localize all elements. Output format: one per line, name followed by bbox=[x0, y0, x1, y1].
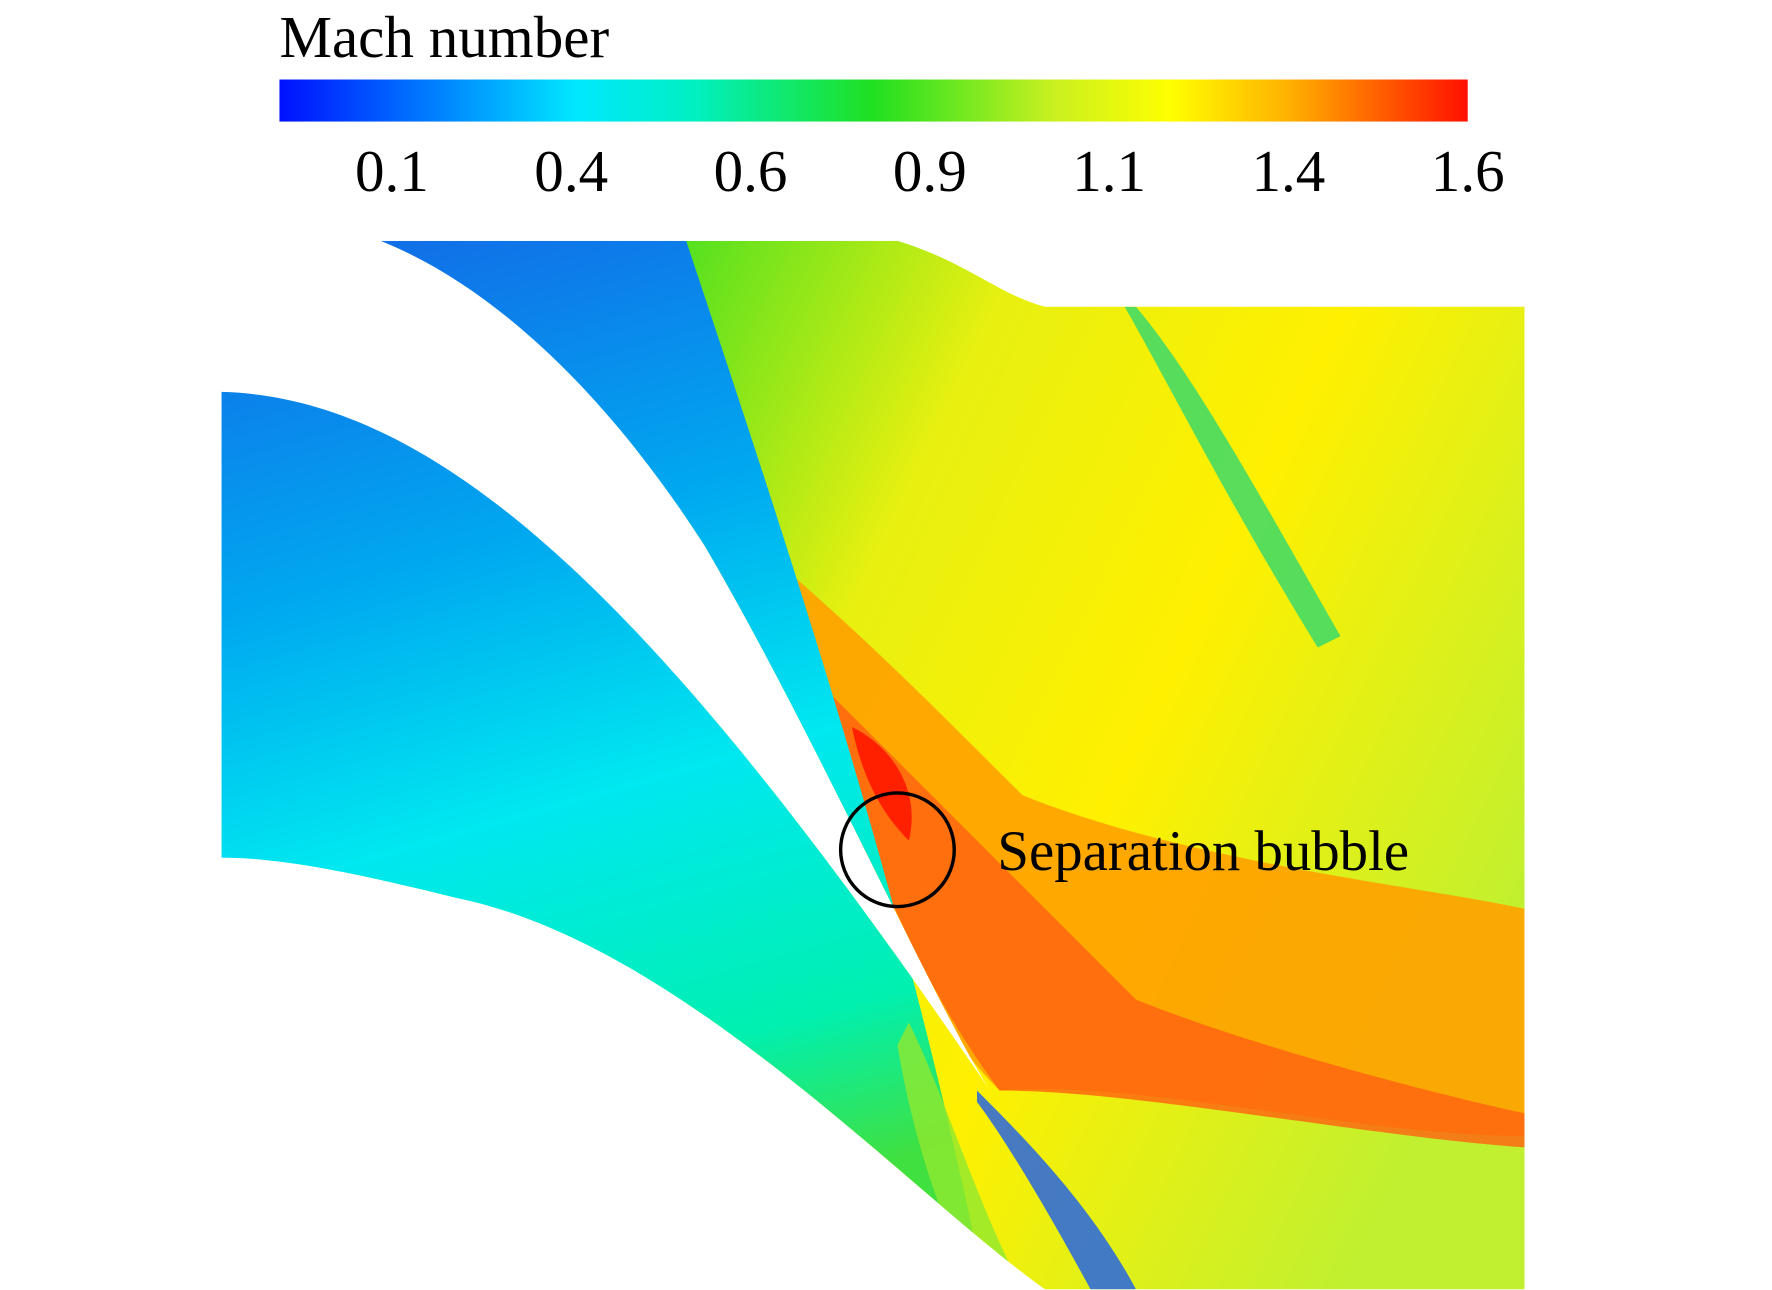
colorbar-tick-label: 1.1 bbox=[1072, 138, 1146, 204]
plot: Separation bubble Mach number 0.1 0.4 0.6 0… bbox=[221, 4, 1525, 1290]
colorbar-tick-label: 0.4 bbox=[534, 138, 608, 204]
colorbar-tick-label: 0.1 bbox=[355, 138, 429, 204]
colorbar-title: Mach number bbox=[279, 4, 609, 70]
bubble-marker bbox=[838, 791, 956, 909]
colorbar-tick-label: 1.6 bbox=[1431, 138, 1505, 204]
colorbar-tick-label: 0.9 bbox=[893, 138, 967, 204]
colorbar-ticks: 0.1 0.4 0.6 0.9 1.1 1.4 1.6 bbox=[355, 138, 1505, 204]
contour-field bbox=[221, 240, 1525, 1290]
colorbar bbox=[279, 79, 1468, 122]
colorbar-tick-label: 0.6 bbox=[714, 138, 788, 204]
annotation: Separation bubble bbox=[997, 820, 1409, 883]
colorbar-tick-label: 1.4 bbox=[1251, 138, 1325, 204]
